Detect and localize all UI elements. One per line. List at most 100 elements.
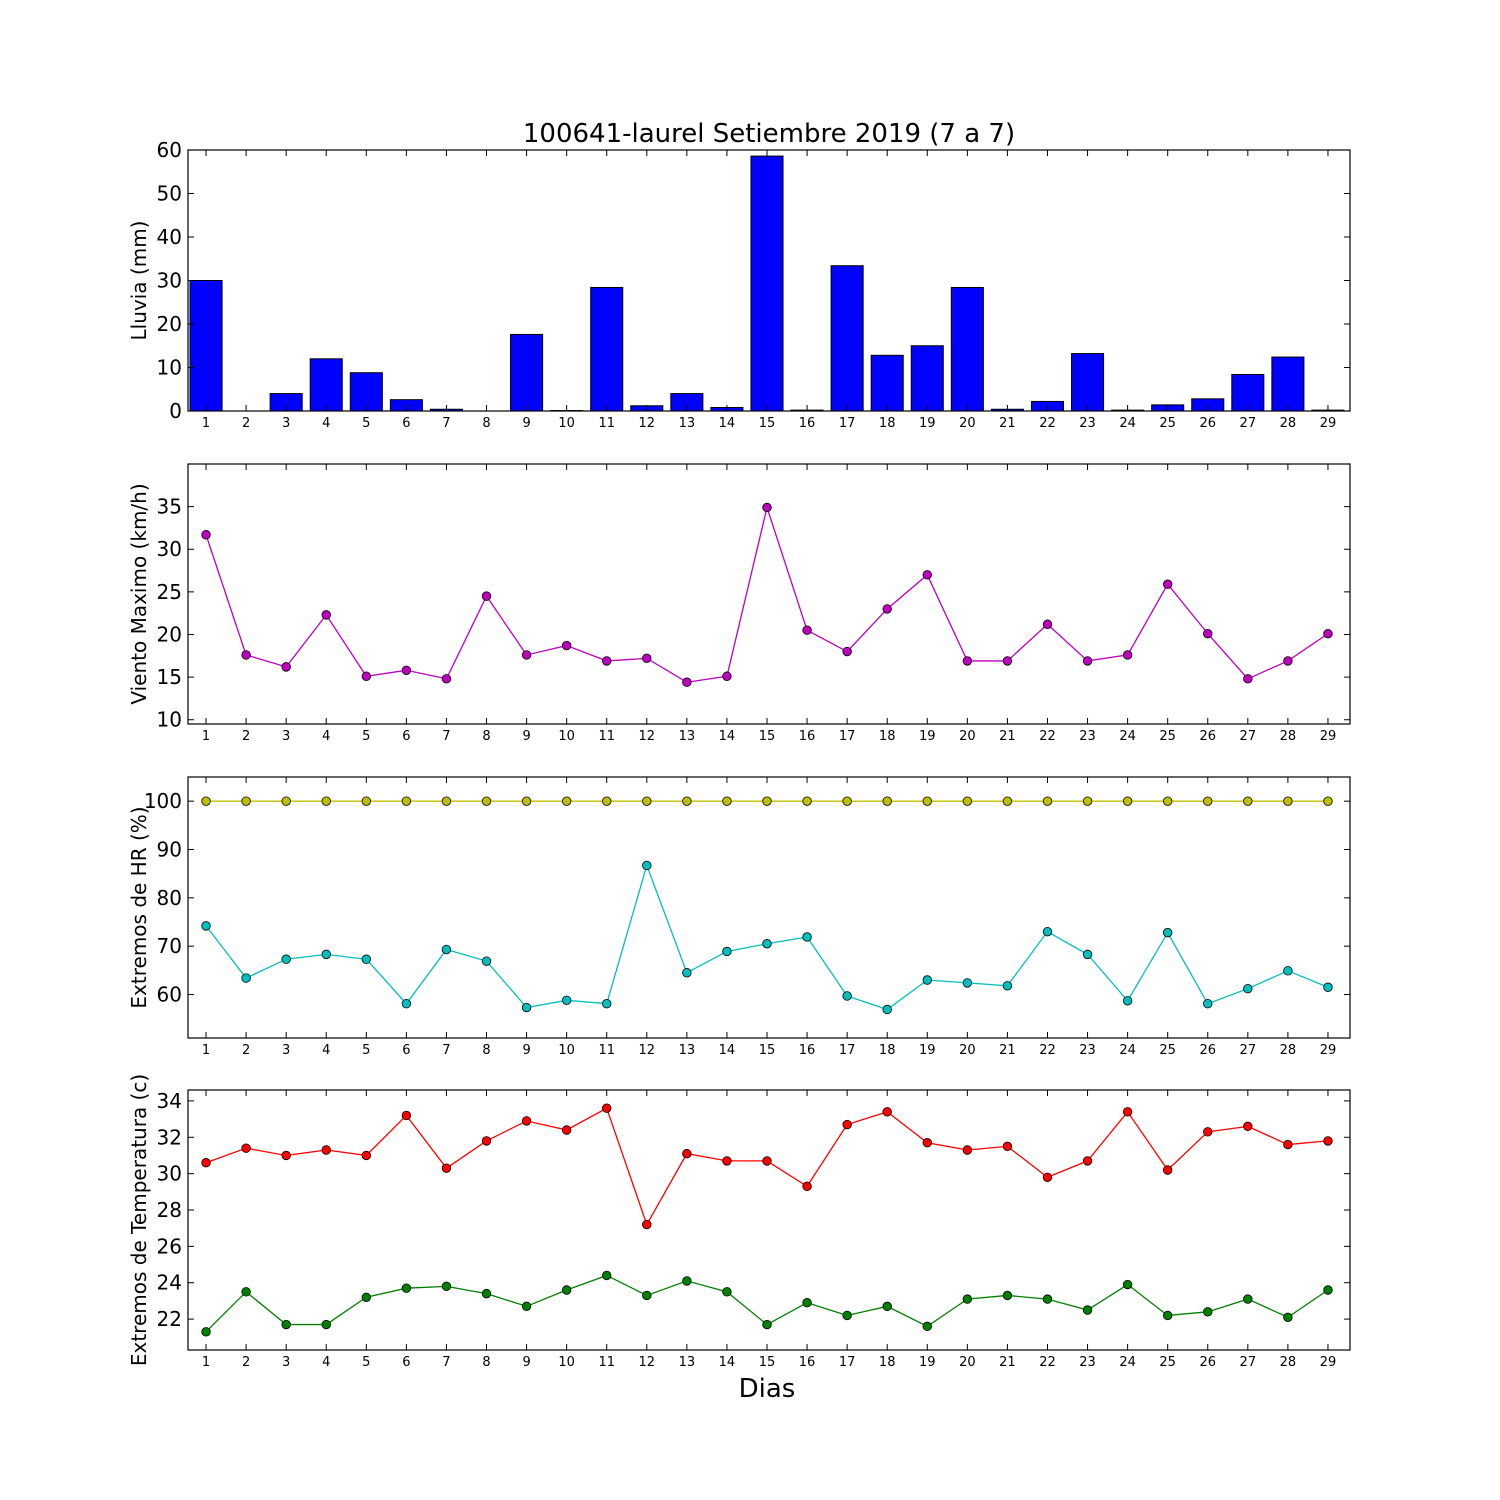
point-series-2-day-13 (682, 968, 692, 978)
ytick-label: 34 (157, 1089, 182, 1113)
ytick-label: 30 (157, 537, 182, 561)
xtick-label: 23 (1079, 1355, 1096, 1370)
xtick-label: 12 (639, 1355, 656, 1370)
xtick-label: 11 (598, 416, 615, 431)
y-axis-label: Extremos de HR (%) (127, 806, 151, 1008)
point-series-1-day-8 (481, 1136, 492, 1146)
panel-1: 100641-laurel Setiembre 2019 (7 a 7) 0 10 2… (127, 119, 1351, 431)
point-series-1-day-28 (1283, 1139, 1293, 1150)
xtick-label: 20 (959, 1043, 976, 1058)
xtick-label: 1 (202, 729, 210, 744)
xtick-label: 18 (879, 729, 896, 744)
point-series-2-day-9 (521, 1301, 532, 1312)
point-series-1-day-10 (561, 1125, 572, 1135)
point-series-2-day-12 (642, 1290, 652, 1301)
point-series-1-day-15 (762, 1156, 772, 1166)
xtick-label: 15 (759, 1043, 776, 1058)
point-series-1-day-22 (1042, 796, 1053, 806)
xtick-label: 1 (202, 1043, 210, 1058)
xtick-label: 5 (362, 1355, 370, 1370)
point-series-1-day-25 (1162, 796, 1173, 806)
ytick-label: 28 (157, 1198, 182, 1222)
point-series-2-day-25 (1162, 1310, 1173, 1321)
bar-day-5 (349, 372, 383, 412)
ytick-label: 80 (157, 886, 182, 910)
xtick-label: 22 (1039, 1355, 1056, 1370)
point-series-2-day-28 (1283, 1312, 1293, 1322)
y-axis-label: Lluvia (mm) (127, 221, 151, 341)
xtick-label: 5 (362, 729, 370, 744)
xtick-label: 26 (1199, 729, 1216, 744)
point-series-1-day-12 (642, 1219, 652, 1230)
point-series-1-day-15 (762, 796, 772, 806)
bar-day-28 (1271, 356, 1305, 412)
point-series-1-day-24 (1122, 650, 1133, 660)
point-series-1-day-19 (922, 796, 932, 806)
point-series-2-day-22 (1042, 1294, 1053, 1304)
point-series-1-day-3 (281, 796, 291, 806)
ytick-label: 25 (157, 580, 182, 604)
xtick-label: 12 (639, 729, 656, 744)
point-series-2-day-17 (842, 1310, 852, 1321)
point-series-1-day-24 (1122, 1107, 1133, 1117)
point-series-1-day-21 (1002, 656, 1013, 666)
ytick-label: 26 (157, 1234, 182, 1258)
ytick-label: 15 (157, 665, 182, 689)
point-series-2-day-27 (1243, 984, 1253, 994)
xtick-label: 25 (1159, 729, 1176, 744)
xtick-label: 6 (402, 1043, 410, 1058)
ytick-label: 30 (157, 269, 182, 293)
xtick-label: 26 (1199, 1355, 1216, 1370)
point-series-2-day-26 (1203, 1307, 1213, 1317)
point-series-1-day-4 (321, 610, 331, 620)
xtick-label: 4 (322, 1043, 330, 1058)
xtick-label: 4 (322, 1355, 330, 1370)
point-series-2-day-23 (1082, 949, 1093, 960)
point-series-2-day-5 (361, 1292, 372, 1302)
point-series-2-day-19 (922, 975, 932, 985)
point-series-2-day-13 (682, 1276, 692, 1286)
xtick-label: 28 (1280, 729, 1297, 744)
xtick-label: 11 (598, 1355, 615, 1370)
point-series-2-day-8 (481, 956, 492, 966)
y-axis-label: Extremos de Temperatura (c) (127, 1074, 151, 1366)
xtick-label: 6 (402, 416, 410, 431)
xtick-label: 23 (1079, 1043, 1096, 1058)
xtick-label: 8 (482, 1043, 490, 1058)
point-series-2-day-6 (401, 998, 412, 1009)
xtick-label: 16 (799, 729, 816, 744)
ytick-label: 0 (169, 399, 182, 423)
point-series-1-day-7 (441, 1163, 452, 1173)
xtick-label: 3 (282, 416, 290, 431)
point-series-1-day-28 (1283, 796, 1293, 806)
point-series-2-day-27 (1243, 1294, 1253, 1304)
point-series-1-day-27 (1243, 674, 1253, 684)
xtick-label: 9 (522, 1043, 530, 1058)
xtick-label: 23 (1079, 729, 1096, 744)
point-series-1-day-4 (321, 1145, 331, 1155)
bar-day-27 (1231, 373, 1265, 412)
x-axis-label: Dias (739, 1374, 796, 1404)
ytick-label: 90 (157, 838, 182, 862)
xtick-label: 22 (1039, 729, 1056, 744)
xtick-label: 21 (999, 1043, 1016, 1058)
point-series-1-day-1 (201, 530, 211, 540)
point-series-1-day-18 (882, 1107, 892, 1117)
point-series-1-day-26 (1203, 796, 1213, 806)
xtick-label: 7 (442, 416, 450, 431)
xtick-label: 22 (1039, 1043, 1056, 1058)
point-series-1-day-8 (481, 591, 492, 601)
point-series-1-day-6 (401, 1110, 412, 1121)
ytick-label: 20 (157, 622, 182, 646)
xtick-label: 20 (959, 1355, 976, 1370)
xtick-label: 27 (1240, 1355, 1257, 1370)
point-series-1-day-11 (602, 1103, 612, 1113)
xtick-label: 17 (839, 416, 856, 431)
xtick-label: 29 (1320, 416, 1337, 431)
point-series-1-day-15 (762, 502, 772, 513)
point-series-1-day-14 (722, 1156, 732, 1166)
xtick-label: 19 (919, 729, 936, 744)
point-series-2-day-16 (802, 1298, 812, 1308)
